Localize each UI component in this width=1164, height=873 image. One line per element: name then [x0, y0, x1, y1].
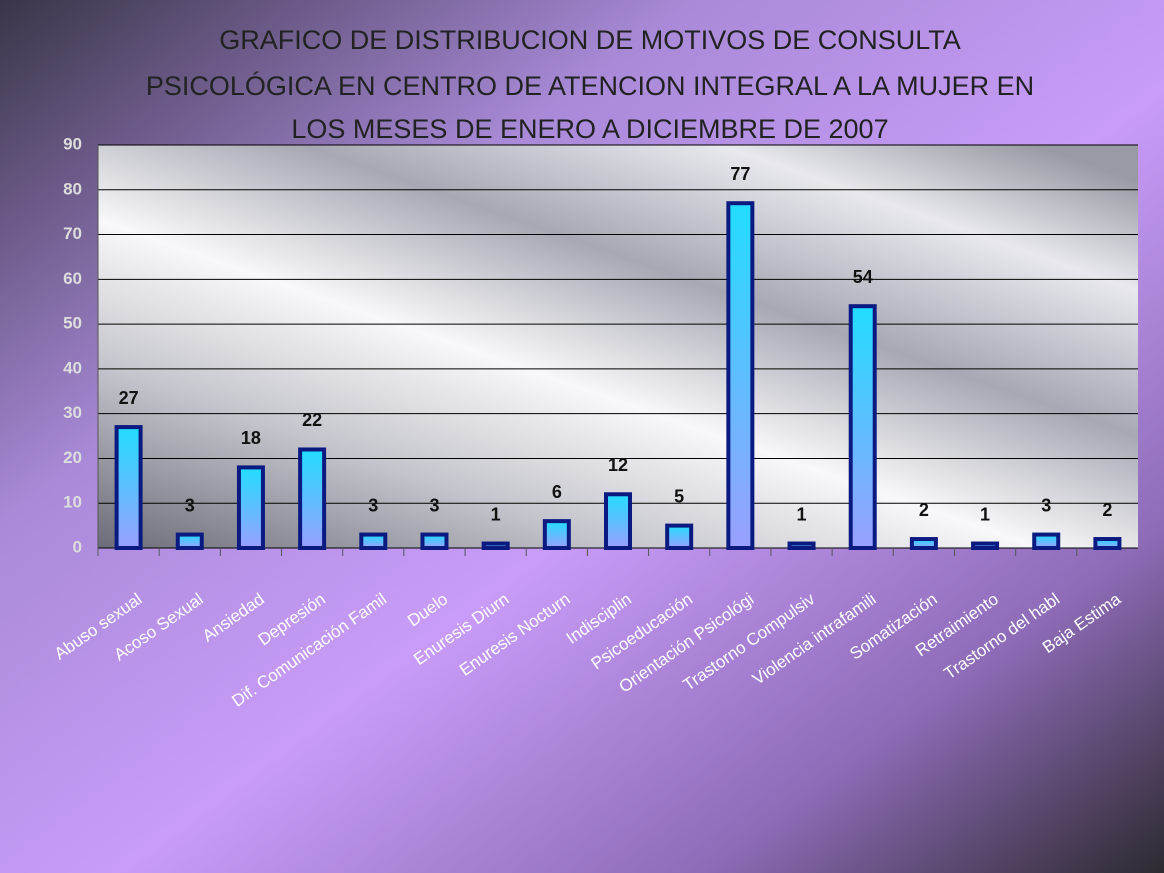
- chart-title: PSICOLÓGICA EN CENTRO DE ATENCION INTEGR…: [146, 70, 1034, 101]
- y-tick-label: 40: [63, 358, 82, 377]
- value-label: 3: [185, 495, 195, 515]
- chart-title: GRAFICO DE DISTRIBUCION DE MOTIVOS DE CO…: [219, 25, 961, 55]
- y-tick-label: 60: [63, 269, 82, 288]
- y-tick-label: 70: [63, 224, 82, 243]
- y-tick-label: 0: [73, 537, 82, 556]
- bar: [236, 465, 265, 550]
- value-label: 77: [730, 164, 750, 184]
- bar: [909, 537, 938, 550]
- value-label: 22: [302, 410, 322, 430]
- chart-title: LOS MESES DE ENERO A DICIEMBRE DE 2007: [291, 114, 888, 144]
- value-label: 1: [980, 504, 990, 524]
- bar: [1093, 537, 1122, 550]
- value-label: 3: [1041, 495, 1051, 515]
- value-label: 6: [552, 482, 562, 502]
- bar: [726, 201, 755, 550]
- bar: [971, 541, 1000, 550]
- value-label: 1: [491, 504, 501, 524]
- value-label: 5: [674, 486, 684, 506]
- value-label: 3: [429, 495, 439, 515]
- bar: [175, 532, 204, 550]
- bar: [298, 447, 327, 550]
- value-label: 12: [608, 455, 628, 475]
- value-label: 18: [241, 428, 261, 448]
- value-label: 3: [368, 495, 378, 515]
- value-label: 27: [119, 388, 139, 408]
- bar: [665, 523, 694, 550]
- bar: [420, 532, 449, 550]
- value-label: 54: [853, 267, 873, 287]
- value-label: 2: [919, 500, 929, 520]
- bar: [604, 492, 632, 550]
- y-tick-label: 30: [63, 403, 82, 422]
- y-tick-label: 10: [63, 493, 82, 512]
- bar: [1032, 532, 1061, 550]
- y-tick-label: 20: [63, 448, 82, 467]
- bar: [359, 532, 388, 550]
- y-tick-label: 50: [63, 314, 82, 333]
- y-tick-label: 80: [63, 179, 82, 198]
- bar: [787, 541, 816, 550]
- value-label: 1: [797, 504, 807, 524]
- bar: [542, 519, 571, 551]
- bar: [114, 425, 143, 551]
- bar: [848, 304, 877, 551]
- value-label: 2: [1102, 500, 1112, 520]
- y-tick-label: 90: [63, 134, 82, 153]
- bar: [481, 541, 510, 550]
- plot-area: [98, 145, 1138, 548]
